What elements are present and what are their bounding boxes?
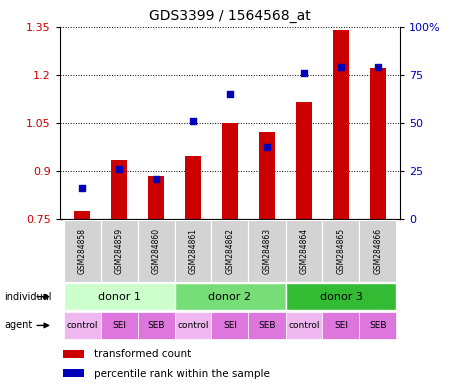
Text: donor 1: donor 1 <box>97 291 140 302</box>
FancyBboxPatch shape <box>100 312 137 339</box>
FancyBboxPatch shape <box>63 220 100 281</box>
FancyBboxPatch shape <box>211 312 248 339</box>
FancyBboxPatch shape <box>211 220 248 281</box>
Bar <box>221 123 238 219</box>
Text: GSM284866: GSM284866 <box>373 227 382 274</box>
FancyBboxPatch shape <box>285 220 322 281</box>
Text: SEI: SEI <box>223 321 236 330</box>
Text: SEB: SEB <box>257 321 275 330</box>
Text: control: control <box>66 321 98 330</box>
Text: individual: individual <box>5 291 52 302</box>
FancyBboxPatch shape <box>174 283 285 310</box>
Text: control: control <box>177 321 208 330</box>
FancyBboxPatch shape <box>322 312 359 339</box>
FancyBboxPatch shape <box>248 312 285 339</box>
FancyBboxPatch shape <box>322 220 359 281</box>
FancyBboxPatch shape <box>63 283 174 310</box>
Text: SEB: SEB <box>369 321 386 330</box>
Text: GSM284864: GSM284864 <box>299 227 308 274</box>
Point <box>152 176 159 182</box>
Text: transformed count: transformed count <box>94 349 190 359</box>
Point <box>263 144 270 150</box>
FancyBboxPatch shape <box>359 312 396 339</box>
FancyBboxPatch shape <box>248 220 285 281</box>
Text: control: control <box>288 321 319 330</box>
Bar <box>332 30 348 219</box>
Text: GSM284865: GSM284865 <box>336 227 345 274</box>
Text: SEB: SEB <box>147 321 164 330</box>
FancyBboxPatch shape <box>359 220 396 281</box>
FancyBboxPatch shape <box>137 312 174 339</box>
Bar <box>111 160 127 219</box>
Bar <box>147 176 164 219</box>
Point <box>374 64 381 70</box>
Text: GSM284861: GSM284861 <box>188 228 197 273</box>
FancyBboxPatch shape <box>63 312 100 339</box>
Text: donor 3: donor 3 <box>319 291 362 302</box>
FancyBboxPatch shape <box>285 312 322 339</box>
Point <box>226 91 233 97</box>
Bar <box>184 157 201 219</box>
FancyBboxPatch shape <box>285 283 396 310</box>
Text: SEI: SEI <box>333 321 347 330</box>
Point <box>300 70 307 76</box>
Text: GSM284862: GSM284862 <box>225 228 234 273</box>
Text: donor 2: donor 2 <box>208 291 251 302</box>
Text: GSM284863: GSM284863 <box>262 227 271 274</box>
Point <box>115 166 123 172</box>
Bar <box>258 132 275 219</box>
Title: GDS3399 / 1564568_at: GDS3399 / 1564568_at <box>149 9 310 23</box>
Text: GSM284860: GSM284860 <box>151 227 160 274</box>
FancyBboxPatch shape <box>100 220 137 281</box>
FancyBboxPatch shape <box>174 220 211 281</box>
Bar <box>369 68 386 219</box>
Text: agent: agent <box>5 320 33 331</box>
Text: GSM284859: GSM284859 <box>114 227 123 274</box>
Bar <box>63 349 84 358</box>
Text: percentile rank within the sample: percentile rank within the sample <box>94 369 269 379</box>
Bar <box>73 211 90 219</box>
Text: SEI: SEI <box>112 321 126 330</box>
Bar <box>295 102 312 219</box>
FancyBboxPatch shape <box>137 220 174 281</box>
Bar <box>63 369 84 377</box>
Point <box>189 118 196 124</box>
Point <box>78 185 85 192</box>
Point <box>336 64 344 70</box>
FancyBboxPatch shape <box>174 312 211 339</box>
Text: GSM284858: GSM284858 <box>77 228 86 273</box>
